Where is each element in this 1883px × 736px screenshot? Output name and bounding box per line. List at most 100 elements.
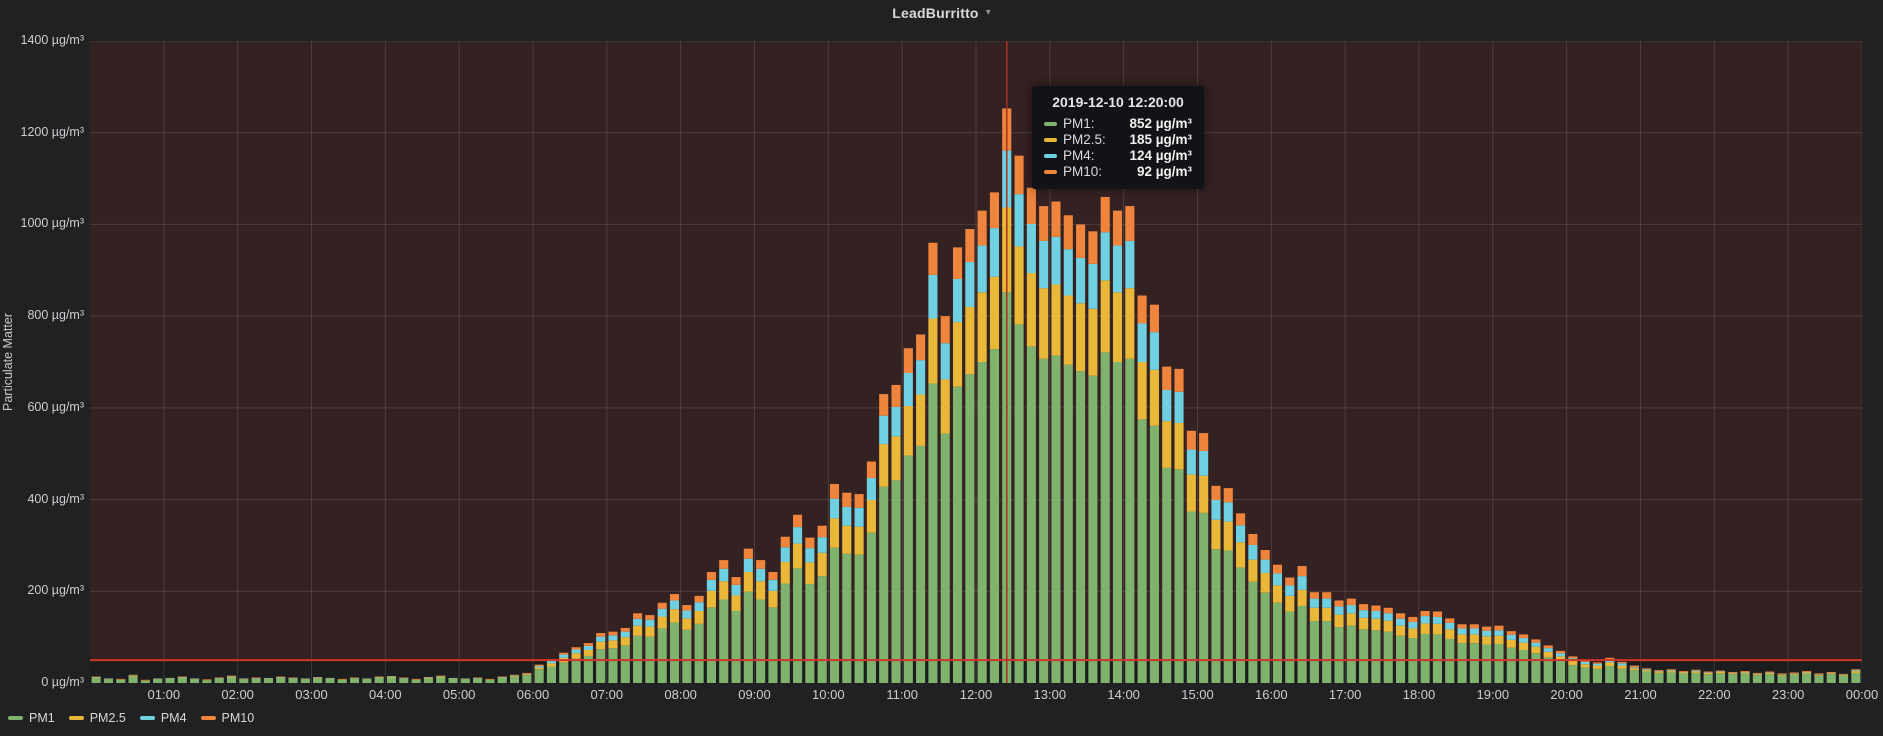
bar-segment-pm10[interactable] <box>694 595 704 603</box>
bar-segment-pm4[interactable] <box>1014 194 1024 247</box>
bar-segment-pm10[interactable] <box>596 633 606 637</box>
bar-segment-pm4[interactable] <box>891 406 901 437</box>
bar-segment-pm1[interactable] <box>1309 621 1319 683</box>
bar-segment-pm10[interactable] <box>1469 624 1479 629</box>
bar-segment-pm2-5[interactable] <box>1322 607 1332 622</box>
bar-segment-pm2-5[interactable] <box>1026 273 1036 347</box>
bar-segment-pm10[interactable] <box>793 514 803 528</box>
bar-segment-pm1[interactable] <box>350 678 360 683</box>
bar-segment-pm1[interactable] <box>509 676 520 683</box>
bar-segment-pm10[interactable] <box>682 605 692 611</box>
bar-segment-pm2-5[interactable] <box>1617 665 1627 669</box>
bar-segment-pm10[interactable] <box>1199 433 1209 451</box>
bar-segment-pm2-5[interactable] <box>916 394 926 446</box>
bar-segment-pm1[interactable] <box>1432 634 1443 683</box>
bar-segment-pm2-5[interactable] <box>1445 629 1455 639</box>
bar-segment-pm2-5[interactable] <box>386 676 397 678</box>
bar-segment-pm1[interactable] <box>1802 673 1812 683</box>
bar-segment-pm10[interactable] <box>891 384 901 407</box>
bar-segment-pm2-5[interactable] <box>657 616 667 629</box>
bar-segment-pm2-5[interactable] <box>1137 362 1147 420</box>
bar-segment-pm2-5[interactable] <box>1777 674 1787 676</box>
bar-segment-pm2-5[interactable] <box>226 676 237 678</box>
bar-segment-pm1[interactable] <box>362 679 372 683</box>
bar-segment-pm1[interactable] <box>854 554 864 683</box>
bar-segment-pm2-5[interactable] <box>706 590 716 608</box>
bar-segment-pm1[interactable] <box>128 676 138 683</box>
bar-segment-pm1[interactable] <box>1555 660 1566 683</box>
bar-segment-pm1[interactable] <box>768 607 778 683</box>
bar-segment-pm1[interactable] <box>1125 358 1135 683</box>
bar-segment-pm10[interactable] <box>1555 650 1566 654</box>
bar-segment-pm10[interactable] <box>977 210 987 246</box>
bar-segment-pm4[interactable] <box>706 579 716 591</box>
bar-segment-pm1[interactable] <box>1814 675 1824 683</box>
bar-segment-pm2-5[interactable] <box>1691 671 1701 673</box>
bar-segment-pm2-5[interactable] <box>817 552 827 577</box>
bar-segment-pm10[interactable] <box>756 560 766 569</box>
bar-segment-pm1[interactable] <box>903 455 913 683</box>
bar-segment-pm4[interactable] <box>1285 585 1295 596</box>
bar-segment-pm10[interactable] <box>1076 224 1086 258</box>
bar-segment-pm4[interactable] <box>879 415 889 445</box>
bar-segment-pm4[interactable] <box>854 507 864 527</box>
bar-segment-pm1[interactable] <box>1076 371 1086 683</box>
bar-segment-pm2-5[interactable] <box>1789 673 1799 675</box>
bar-segment-pm1[interactable] <box>989 349 1000 683</box>
bar-segment-pm2-5[interactable] <box>1260 572 1270 593</box>
bar-segment-pm2-5[interactable] <box>1851 671 1861 673</box>
bar-segment-pm1[interactable] <box>1531 653 1541 683</box>
bar-segment-pm1[interactable] <box>1039 358 1049 683</box>
bar-segment-pm4[interactable] <box>608 635 618 641</box>
bar-segment-pm1[interactable] <box>411 679 421 683</box>
bar-segment-pm1[interactable] <box>1851 672 1861 683</box>
bar-segment-pm10[interactable] <box>1248 533 1258 545</box>
bar-segment-pm4[interactable] <box>1088 263 1098 309</box>
bar-segment-pm1[interactable] <box>940 433 950 683</box>
bar-segment-pm2-5[interactable] <box>1765 672 1775 675</box>
bar-segment-pm1[interactable] <box>534 669 544 683</box>
bar-segment-pm4[interactable] <box>1457 628 1467 635</box>
bar-segment-pm4[interactable] <box>633 618 643 626</box>
bar-segment-pm10[interactable] <box>928 242 938 275</box>
bar-segment-pm1[interactable] <box>879 486 889 683</box>
bar-segment-pm2-5[interactable] <box>1186 474 1196 512</box>
bar-segment-pm1[interactable] <box>313 678 323 683</box>
bar-segment-pm4[interactable] <box>1494 630 1504 636</box>
bar-segment-pm1[interactable] <box>177 677 187 683</box>
bar-segment-pm1[interactable] <box>1149 425 1159 683</box>
bar-segment-pm1[interactable] <box>1715 673 1726 683</box>
bar-segment-pm2-5[interactable] <box>1408 628 1418 639</box>
bar-segment-pm1[interactable] <box>1457 643 1467 683</box>
bar-segment-pm2-5[interactable] <box>1543 651 1553 658</box>
bar-segment-pm4[interactable] <box>1174 391 1184 423</box>
bar-segment-pm4[interactable] <box>903 373 913 407</box>
bar-segment-pm1[interactable] <box>276 677 286 683</box>
bar-segment-pm4[interactable] <box>1666 670 1676 672</box>
bar-segment-pm4[interactable] <box>731 584 741 596</box>
bar-segment-pm10[interactable] <box>522 672 532 674</box>
bar-segment-pm4[interactable] <box>1482 630 1492 637</box>
bar-segment-pm2-5[interactable] <box>1740 672 1750 674</box>
bar-segment-pm4[interactable] <box>1445 622 1455 630</box>
bar-segment-pm2-5[interactable] <box>756 581 766 600</box>
bar-segment-pm4[interactable] <box>780 547 790 562</box>
bar-segment-pm4[interactable] <box>571 649 581 654</box>
bar-segment-pm1[interactable] <box>473 678 483 683</box>
bar-segment-pm1[interactable] <box>1494 644 1504 683</box>
bar-segment-pm4[interactable] <box>1629 667 1639 669</box>
bar-segment-pm1[interactable] <box>1826 674 1836 683</box>
bar-segment-pm10[interactable] <box>1174 368 1184 392</box>
bar-segment-pm10[interactable] <box>1297 566 1307 577</box>
bar-segment-pm1[interactable] <box>1162 467 1172 683</box>
bar-segment-pm2-5[interactable] <box>534 667 544 670</box>
bar-segment-pm10[interactable] <box>952 247 963 279</box>
bar-segment-pm4[interactable] <box>1026 223 1036 274</box>
bar-segment-pm1[interactable] <box>1740 673 1750 683</box>
bar-segment-pm1[interactable] <box>1469 643 1479 683</box>
bar-segment-pm1[interactable] <box>1088 375 1098 683</box>
bar-segment-pm1[interactable] <box>1629 670 1639 683</box>
bar-segment-pm4[interactable] <box>534 666 544 668</box>
bar-segment-pm1[interactable] <box>546 666 557 683</box>
bar-segment-pm10[interactable] <box>940 316 950 344</box>
